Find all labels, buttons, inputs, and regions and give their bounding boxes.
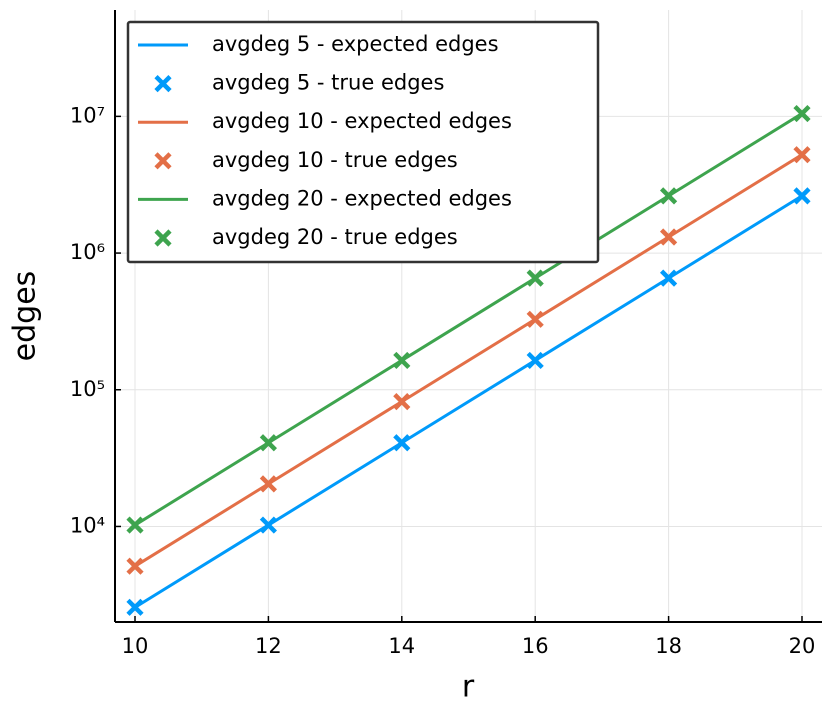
marker [259,475,277,493]
marker [660,228,678,246]
x-tick-label: 10 [122,634,149,658]
x-tick-label: 20 [789,634,816,658]
marker [259,516,277,534]
legend-label: avgdeg 20 - expected edges [212,186,512,210]
marker [793,146,811,164]
x-axis-label: r [462,670,475,705]
marker [393,393,411,411]
marker [793,187,811,205]
legend-label: avgdeg 5 - true edges [212,71,444,95]
marker [660,269,678,287]
y-tick-label: 10⁵ [70,377,105,401]
x-tick-label: 18 [655,634,682,658]
legend-swatch [154,229,172,247]
series-line [134,112,803,527]
y-tick-label: 10⁶ [70,240,105,264]
marker [393,434,411,452]
x-tick-label: 16 [522,634,549,658]
series-line [134,153,803,568]
legend-swatch [154,75,172,93]
legend-label: avgdeg 20 - true edges [212,225,458,249]
marker [526,269,544,287]
legend-box [126,20,600,264]
y-axis-label: edges [8,271,43,362]
legend-label: avgdeg 10 - true edges [212,148,458,172]
marker [526,351,544,370]
y-tick-label: 10⁴ [70,513,105,537]
marker [126,598,144,616]
legend-label: avgdeg 10 - expected edges [212,109,512,133]
x-tick-label: 14 [388,634,415,658]
marker [526,310,544,328]
series-line [134,194,803,609]
marker [259,434,277,452]
legend-swatch [154,152,172,170]
marker [393,351,411,370]
marker [126,516,144,534]
y-tick-label: 10⁷ [70,103,105,127]
x-tick-label: 12 [255,634,282,658]
marker [660,187,678,205]
marker [793,104,811,123]
marker [126,557,144,575]
legend-label: avgdeg 5 - expected edges [212,32,499,56]
